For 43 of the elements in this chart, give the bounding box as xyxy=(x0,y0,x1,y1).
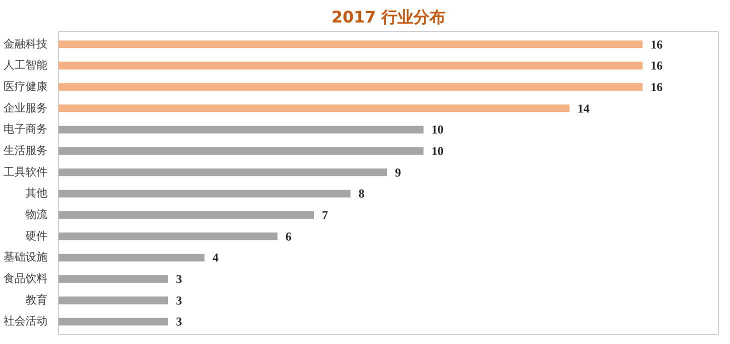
y-tick-label: 硬件 xyxy=(26,230,48,242)
bar xyxy=(58,190,351,198)
y-tick-label: 其他 xyxy=(26,186,48,200)
data-label: 3 xyxy=(176,272,182,286)
y-tick-label: 医疗健康 xyxy=(4,80,48,93)
chart-title: 2017 行业分布 xyxy=(331,8,446,26)
bar xyxy=(58,211,314,219)
bar xyxy=(58,232,278,240)
data-label: 7 xyxy=(322,208,328,222)
bar xyxy=(58,83,643,91)
bar xyxy=(58,318,168,326)
y-tick-label: 社会活动 xyxy=(4,314,48,328)
y-tick-label: 企业服务 xyxy=(4,101,48,114)
y-tick-label: 电子商务 xyxy=(4,122,48,136)
bar xyxy=(58,104,570,112)
y-tick-label: 食品饮料 xyxy=(4,272,48,286)
data-label: 10 xyxy=(432,144,444,158)
bar xyxy=(58,62,643,70)
y-tick-label: 生活服务 xyxy=(4,144,48,157)
y-tick-label: 工具软件 xyxy=(4,166,48,178)
bar xyxy=(58,296,168,304)
data-label: 3 xyxy=(176,293,182,308)
y-tick-label: 人工智能 xyxy=(4,58,48,72)
data-label: 16 xyxy=(650,37,663,52)
y-tick-label: 教育 xyxy=(26,293,48,306)
data-label: 16 xyxy=(650,58,663,73)
data-label: 3 xyxy=(176,314,182,329)
bar xyxy=(58,168,388,176)
y-tick-label: 物流 xyxy=(26,208,48,222)
data-label: 4 xyxy=(212,250,219,265)
bar xyxy=(58,40,643,48)
data-label: 8 xyxy=(358,186,365,201)
bar xyxy=(58,147,424,155)
data-label: 10 xyxy=(432,122,444,137)
data-label: 6 xyxy=(286,229,292,244)
bar xyxy=(58,254,205,262)
y-tick-label: 基础设施 xyxy=(4,250,48,264)
bar xyxy=(58,126,424,134)
bar xyxy=(58,275,168,283)
data-label: 9 xyxy=(395,165,402,180)
data-label: 14 xyxy=(578,101,590,116)
data-label: 16 xyxy=(650,80,663,94)
y-tick-label: 金融科技 xyxy=(4,38,48,50)
